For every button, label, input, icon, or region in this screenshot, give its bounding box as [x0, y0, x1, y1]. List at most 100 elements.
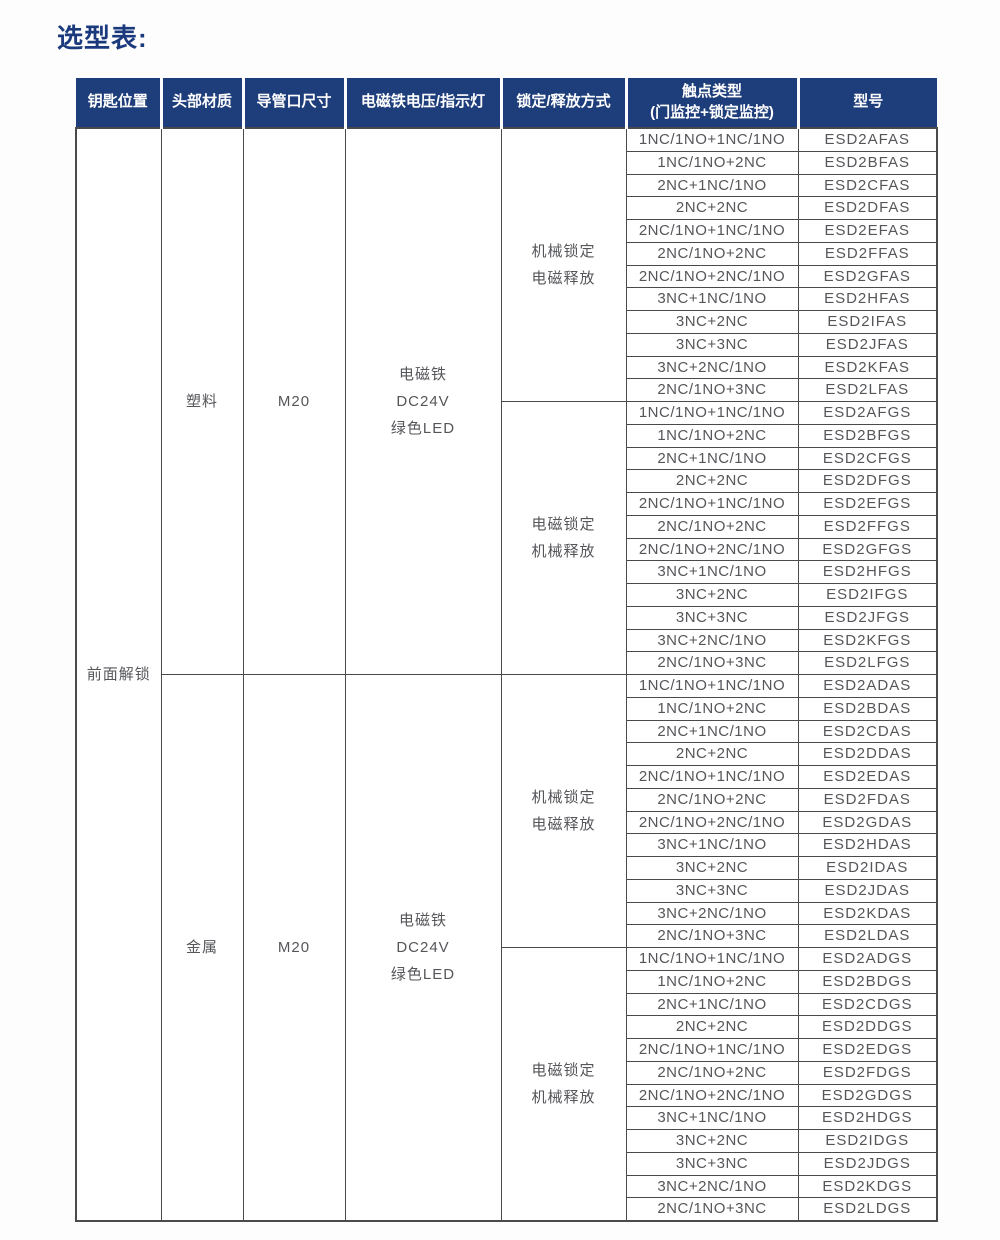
- contact-type-cell: 3NC+2NC: [625, 310, 799, 334]
- model-cell: ESD2CDGS: [797, 992, 938, 1017]
- contact-type-cell: 3NC+3NC: [625, 605, 799, 630]
- table-row: 3NC+2NC/1NO ESD2KFGS: [76, 628, 938, 653]
- contact-type-cell: 3NC+1NC/1NO: [625, 560, 799, 584]
- material-cell: 金属: [160, 674, 244, 1222]
- contact-type-cell: 2NC+2NC: [625, 1015, 799, 1039]
- contact-type-cell: 2NC/1NO+2NC/1NO: [625, 1083, 799, 1108]
- table-row: 2NC/1NO+1NC/1NO ESD2EDAS: [76, 765, 938, 789]
- model-cell: ESD2JDAS: [797, 878, 938, 903]
- table-body: 前面解锁 塑料 M20 电磁铁 DC24V 绿色LED 机械锁定 电磁释放 1NC/1NO…: [75, 127, 938, 1222]
- model-cell: ESD2BDAS: [797, 696, 938, 721]
- model-cell: ESD2DFGS: [797, 469, 938, 493]
- contact-type-cell: 3NC+2NC/1NO: [625, 355, 799, 380]
- model-cell: ESD2DDAS: [797, 742, 938, 766]
- contact-type-cell: 2NC/1NO+1NC/1NO: [625, 219, 799, 243]
- table-row: 2NC/1NO+1NC/1NO ESD2EFGS: [76, 492, 938, 516]
- contact-type-cell: 1NC/1NO+2NC: [625, 696, 799, 721]
- contact-type-cell: 3NC+2NC/1NO: [625, 628, 799, 653]
- contact-type-cell: 1NC/1NO+1NC/1NO: [625, 127, 799, 152]
- model-cell: ESD2ADGS: [797, 947, 938, 971]
- page-title: 选型表:: [57, 23, 148, 53]
- lock-release-cell: 机械锁定 电磁释放: [500, 674, 627, 948]
- table-row: 2NC/1NO+2NC ESD2FFAS: [76, 241, 938, 266]
- lock-release-cell: 电磁锁定 机械释放: [500, 947, 627, 1222]
- header-key-position: 钥匙位置: [76, 78, 161, 128]
- model-cell: ESD2AFAS: [797, 127, 938, 152]
- contact-type-cell: 3NC+1NC/1NO: [625, 287, 799, 311]
- model-cell: ESD2BFAS: [797, 150, 938, 175]
- contact-type-cell: 3NC+1NC/1NO: [625, 1106, 799, 1130]
- table-row: 2NC/1NO+2NC ESD2FDGS: [76, 1060, 938, 1085]
- table-row: 2NC+2NC ESD2DDAS: [76, 742, 938, 766]
- model-cell: ESD2LFGS: [797, 651, 938, 675]
- contact-type-cell: 3NC+3NC: [625, 878, 799, 903]
- contact-type-cell: 1NC/1NO+2NC: [625, 969, 799, 994]
- contact-type-cell: 2NC/1NO+1NC/1NO: [625, 1038, 799, 1062]
- contact-type-cell: 3NC+1NC/1NO: [625, 833, 799, 857]
- table-row: 2NC/1NO+1NC/1NO ESD2EDGS: [76, 1038, 938, 1062]
- table-row: 3NC+2NC ESD2IFAS: [76, 310, 938, 334]
- model-cell: ESD2EDGS: [797, 1038, 938, 1062]
- table-row: 3NC+1NC/1NO ESD2HFAS: [76, 287, 938, 311]
- model-cell: ESD2JDGS: [797, 1151, 938, 1176]
- table-row: 2NC+2NC ESD2DFAS: [76, 196, 938, 220]
- table-row: 3NC+2NC ESD2IDGS: [76, 1129, 938, 1153]
- contact-type-cell: 2NC/1NO+3NC: [625, 378, 799, 402]
- model-cell: ESD2DDGS: [797, 1015, 938, 1039]
- model-cell: ESD2EFAS: [797, 219, 938, 243]
- model-cell: ESD2DFAS: [797, 196, 938, 220]
- contact-type-cell: 3NC+3NC: [625, 1151, 799, 1176]
- conduit-size-cell: M20: [242, 674, 346, 1222]
- table-row: 2NC/1NO+2NC/1NO ESD2GDAS: [76, 810, 938, 835]
- table-row: 2NC/1NO+2NC/1NO ESD2GDGS: [76, 1083, 938, 1108]
- model-cell: ESD2BDGS: [797, 969, 938, 994]
- model-cell: ESD2HFAS: [797, 287, 938, 311]
- model-cell: ESD2FDGS: [797, 1060, 938, 1085]
- header-row: 钥匙位置 头部材质 导管口尺寸 电磁铁电压/指示灯 锁定/释放方式 触点类型 (…: [76, 78, 937, 128]
- table-row: 电磁锁定 机械释放 1NC/1NO+1NC/1NO ESD2AFGS: [76, 401, 938, 675]
- contact-type-cell: 2NC/1NO+3NC: [625, 651, 799, 675]
- model-cell: ESD2EDAS: [797, 765, 938, 789]
- contact-type-cell: 2NC/1NO+3NC: [625, 1197, 799, 1222]
- model-cell: ESD2FFGS: [797, 514, 938, 539]
- table-row: 2NC/1NO+3NC ESD2LDGS: [76, 1197, 938, 1222]
- header-lock-release: 锁定/释放方式: [499, 78, 626, 128]
- table-row: 2NC/1NO+2NC ESD2FFGS: [76, 514, 938, 539]
- table-row: 3NC+2NC ESD2IDAS: [76, 856, 938, 880]
- contact-type-cell: 2NC/1NO+1NC/1NO: [625, 492, 799, 516]
- material-cell: 塑料: [160, 127, 244, 675]
- table-row: 3NC+3NC ESD2JDGS: [76, 1151, 938, 1176]
- model-cell: ESD2JFAS: [797, 332, 938, 357]
- model-cell: ESD2LDGS: [797, 1197, 938, 1222]
- contact-type-cell: 3NC+2NC/1NO: [625, 1174, 799, 1199]
- table-row: 电磁锁定 机械释放 1NC/1NO+1NC/1NO ESD2ADGS: [76, 947, 938, 1222]
- model-cell: ESD2CFGS: [797, 446, 938, 471]
- contact-type-cell: 1NC/1NO+1NC/1NO: [625, 401, 799, 425]
- contact-type-cell: 2NC+2NC: [625, 196, 799, 220]
- header-voltage-indicator: 电磁铁电压/指示灯: [343, 78, 501, 128]
- model-cell: ESD2GFGS: [797, 537, 938, 562]
- table-row: 1NC/1NO+2NC ESD2BDGS: [76, 969, 938, 994]
- model-cell: ESD2IFGS: [797, 583, 938, 607]
- contact-type-cell: 2NC/1NO+2NC: [625, 241, 799, 266]
- contact-type-cell: 2NC/1NO+2NC/1NO: [625, 537, 799, 562]
- conduit-size-cell: M20: [242, 127, 346, 675]
- model-cell: ESD2KDAS: [797, 901, 938, 926]
- table-row: 3NC+2NC/1NO ESD2KDAS: [76, 901, 938, 926]
- model-cell: ESD2GDGS: [797, 1083, 938, 1108]
- model-cell: ESD2KFGS: [797, 628, 938, 653]
- contact-type-cell: 3NC+2NC: [625, 1129, 799, 1153]
- model-cell: ESD2HFGS: [797, 560, 938, 584]
- model-cell: ESD2IDGS: [797, 1129, 938, 1153]
- contact-type-cell: 3NC+2NC: [625, 856, 799, 880]
- contact-type-cell: 1NC/1NO+1NC/1NO: [625, 947, 799, 971]
- table-row: 2NC/1NO+3NC ESD2LFGS: [76, 651, 938, 675]
- voltage-indicator-cell: 电磁铁 DC24V 绿色LED: [344, 674, 502, 1222]
- table-row: 2NC/1NO+2NC/1NO ESD2GFAS: [76, 264, 938, 289]
- contact-type-cell: 2NC+2NC: [625, 742, 799, 766]
- table-row: 2NC/1NO+3NC ESD2LDAS: [76, 924, 938, 948]
- contact-type-cell: 3NC+2NC: [625, 583, 799, 607]
- contact-type-cell: 2NC+1NC/1NO: [625, 173, 799, 198]
- model-cell: ESD2EFGS: [797, 492, 938, 516]
